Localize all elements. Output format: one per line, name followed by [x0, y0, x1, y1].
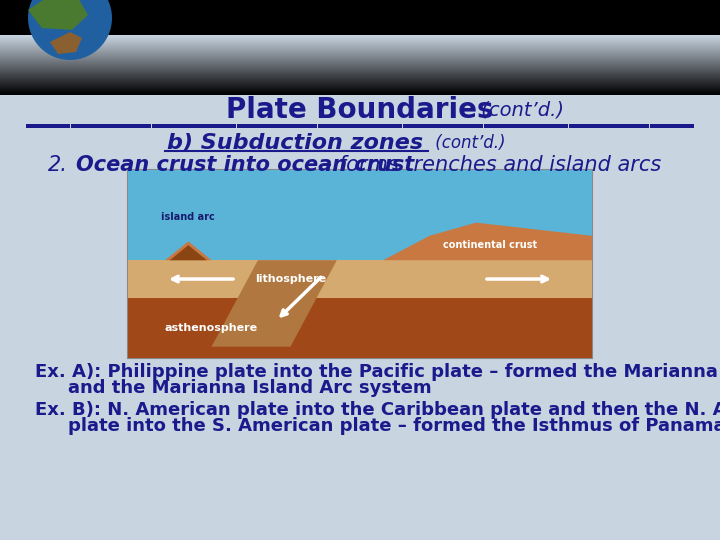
Polygon shape [212, 260, 337, 347]
Text: Ocean crust into ocean crust: Ocean crust into ocean crust [76, 155, 414, 175]
Text: asthenosphere: asthenosphere [165, 323, 258, 333]
Text: continental crust: continental crust [443, 240, 537, 250]
Text: and the Marianna Island Arc system: and the Marianna Island Arc system [68, 379, 431, 397]
Text: (cont’d.): (cont’d.) [430, 134, 505, 152]
Text: Ex. B): N. American plate into the Caribbean plate and then the N. American: Ex. B): N. American plate into the Carib… [35, 401, 720, 419]
Text: Plate Boundaries: Plate Boundaries [226, 96, 494, 124]
Polygon shape [383, 222, 592, 260]
Polygon shape [128, 170, 592, 260]
Text: (cont’d.): (cont’d.) [475, 100, 564, 119]
Polygon shape [28, 0, 88, 30]
Text: plate into the S. American plate – formed the Isthmus of Panama: plate into the S. American plate – forme… [68, 417, 720, 435]
Text: Ex. A): Philippine plate into the Pacific plate – formed the Marianna Trench: Ex. A): Philippine plate into the Pacifi… [35, 363, 720, 381]
FancyBboxPatch shape [128, 170, 592, 358]
Text: lithosphere: lithosphere [255, 274, 326, 284]
Polygon shape [128, 298, 592, 358]
Text: 2.: 2. [48, 155, 68, 175]
Circle shape [28, 0, 112, 60]
Polygon shape [50, 32, 82, 54]
Polygon shape [165, 241, 212, 260]
Text: island arc: island arc [161, 212, 215, 222]
Text: – forms trenches and island arcs: – forms trenches and island arcs [315, 155, 661, 175]
Polygon shape [128, 260, 592, 298]
FancyBboxPatch shape [0, 0, 720, 35]
Text: b) Subduction zones: b) Subduction zones [167, 133, 423, 153]
Polygon shape [170, 245, 207, 260]
